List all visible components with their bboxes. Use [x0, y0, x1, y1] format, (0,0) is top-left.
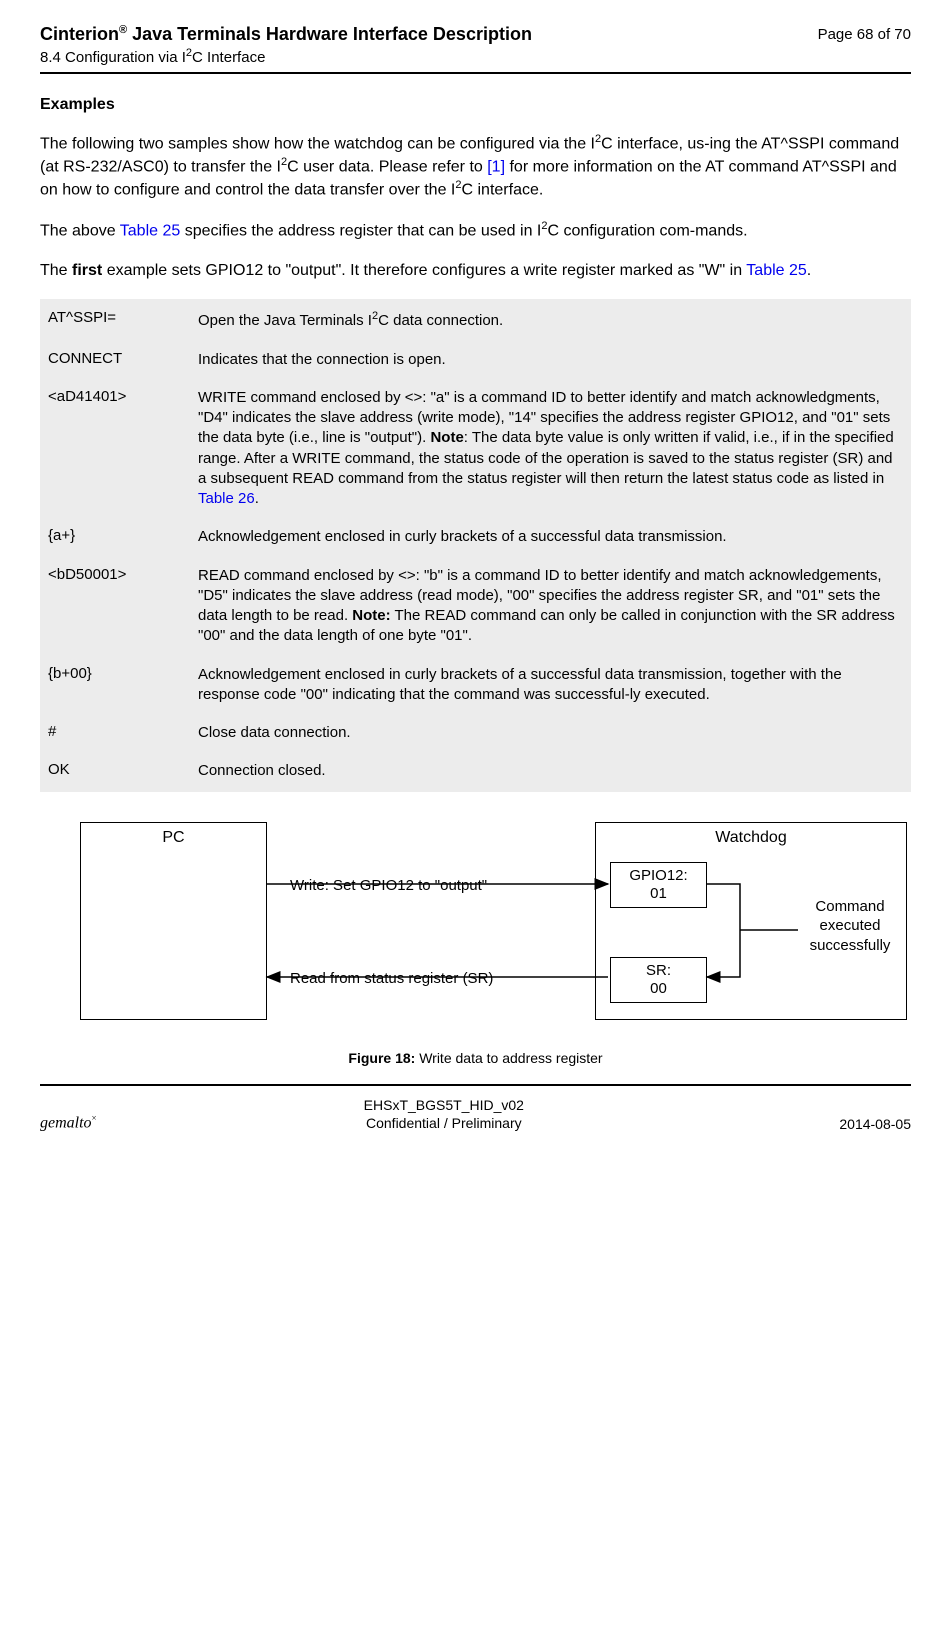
- ex-val: Close data connection.: [198, 723, 903, 743]
- sr-line2: 00: [611, 980, 706, 998]
- p3a: The: [40, 262, 72, 279]
- fig-text: Write data to address register: [415, 1050, 602, 1066]
- doc-id: EHSxT_BGS5T_HID_v02: [97, 1096, 791, 1114]
- table-row: # Close data connection.: [48, 723, 903, 743]
- watchdog-label: Watchdog: [715, 829, 786, 1019]
- title-prefix: Cinterion: [40, 24, 119, 44]
- table-row: OK Connection closed.: [48, 761, 903, 781]
- confidentiality: Confidential / Preliminary: [97, 1114, 791, 1132]
- table26-link[interactable]: Table 26: [198, 490, 255, 507]
- cmd3: successfully: [800, 936, 900, 956]
- ex-val: Connection closed.: [198, 761, 903, 781]
- p2c: C configuration com-mands.: [547, 222, 747, 239]
- figure-caption: Figure 18: Write data to address registe…: [40, 1050, 911, 1066]
- table-row: CONNECT Indicates that the connection is…: [48, 350, 903, 370]
- table-row: AT^SSPI= Open the Java Terminals I2C dat…: [48, 309, 903, 331]
- ex-key: CONNECT: [48, 350, 198, 370]
- table-row: {b+00} Acknowledgement enclosed in curly…: [48, 665, 903, 706]
- command-label: Command executed successfully: [800, 897, 900, 956]
- header-rule: [40, 72, 911, 74]
- ex-val: Open the Java Terminals I2C data connect…: [198, 309, 903, 331]
- doc-title: Cinterion® Java Terminals Hardware Inter…: [40, 24, 532, 45]
- footer-center: EHSxT_BGS5T_HID_v02 Confidential / Preli…: [97, 1096, 791, 1132]
- gpio-line2: 01: [611, 885, 706, 903]
- reg-mark: ®: [119, 24, 127, 36]
- p2a: The above: [40, 222, 120, 239]
- page-number: Page 68 of 70: [818, 24, 911, 43]
- pc-box: PC: [80, 822, 267, 1020]
- p1a: The following two samples show how the w…: [40, 135, 595, 152]
- footer: gemalto× EHSxT_BGS5T_HID_v02 Confidentia…: [40, 1092, 911, 1132]
- note-bold-2: Note:: [352, 607, 390, 624]
- table-row: <aD41401> WRITE command enclosed by <>: …: [48, 388, 903, 510]
- footer-rule: [40, 1084, 911, 1086]
- table25-link-1[interactable]: Table 25: [120, 222, 181, 239]
- p1c: C user data. Please refer to: [287, 158, 487, 175]
- sub-pre: 8.4 Configuration via I: [40, 49, 186, 66]
- ex-key: OK: [48, 761, 198, 781]
- ex-key: {a+}: [48, 527, 198, 547]
- paragraph-3: The first example sets GPIO12 to "output…: [40, 260, 911, 282]
- sr-register-box: SR: 00: [610, 957, 707, 1003]
- paragraph-1: The following two samples show how the w…: [40, 132, 911, 201]
- ex-key: <bD50001>: [48, 566, 198, 647]
- ex-key: <aD41401>: [48, 388, 198, 510]
- p2b: specifies the address register that can …: [180, 222, 541, 239]
- v0a: Open the Java Terminals I: [198, 312, 372, 329]
- brand-logo: gemalto×: [40, 1113, 97, 1132]
- ref-link-1[interactable]: [1]: [487, 158, 505, 175]
- p1e: C interface.: [462, 181, 544, 198]
- fig-label: Figure 18:: [348, 1050, 415, 1066]
- v2c: .: [255, 490, 259, 507]
- cmd1: Command: [800, 897, 900, 917]
- gpio-line1: GPIO12:: [611, 867, 706, 885]
- table-row: <bD50001> READ command enclosed by <>: "…: [48, 566, 903, 647]
- sub-post: C Interface: [192, 49, 265, 66]
- first-bold: first: [72, 262, 102, 279]
- examples-heading: Examples: [40, 96, 911, 114]
- table25-link-2[interactable]: Table 25: [746, 262, 807, 279]
- diagram: PC Watchdog GPIO12: 01 SR: 00 Command ex…: [40, 822, 911, 1042]
- header: Cinterion® Java Terminals Hardware Inter…: [40, 24, 911, 66]
- ex-key: {b+00}: [48, 665, 198, 706]
- ex-val: Indicates that the connection is open.: [198, 350, 903, 370]
- cmd2: executed: [800, 916, 900, 936]
- ex-val: WRITE command enclosed by <>: "a" is a c…: [198, 388, 903, 510]
- doc-subtitle: 8.4 Configuration via I2C Interface: [40, 47, 532, 66]
- ex-key: #: [48, 723, 198, 743]
- footer-date: 2014-08-05: [791, 1116, 911, 1132]
- table-row: {a+} Acknowledgement enclosed in curly b…: [48, 527, 903, 547]
- sr-line1: SR:: [611, 962, 706, 980]
- write-arrow-label: Write: Set GPIO12 to "output": [290, 877, 487, 894]
- brand-text: gemalto: [40, 1114, 92, 1131]
- note-bold: Note: [430, 429, 463, 446]
- ex-val: Acknowledgement enclosed in curly bracke…: [198, 665, 903, 706]
- p3c: .: [807, 262, 811, 279]
- gpio-register-box: GPIO12: 01: [610, 862, 707, 908]
- title-rest: Java Terminals Hardware Interface Descri…: [127, 24, 532, 44]
- p3b: example sets GPIO12 to "output". It ther…: [102, 262, 746, 279]
- header-left: Cinterion® Java Terminals Hardware Inter…: [40, 24, 532, 66]
- pc-label: PC: [162, 829, 184, 1019]
- ex-key: AT^SSPI=: [48, 309, 198, 331]
- ex-val: READ command enclosed by <>: "b" is a co…: [198, 566, 903, 647]
- read-arrow-label: Read from status register (SR): [290, 970, 493, 987]
- paragraph-2: The above Table 25 specifies the address…: [40, 219, 911, 242]
- ex-val: Acknowledgement enclosed in curly bracke…: [198, 527, 903, 547]
- example-table: AT^SSPI= Open the Java Terminals I2C dat…: [40, 299, 911, 791]
- v0b: C data connection.: [378, 312, 503, 329]
